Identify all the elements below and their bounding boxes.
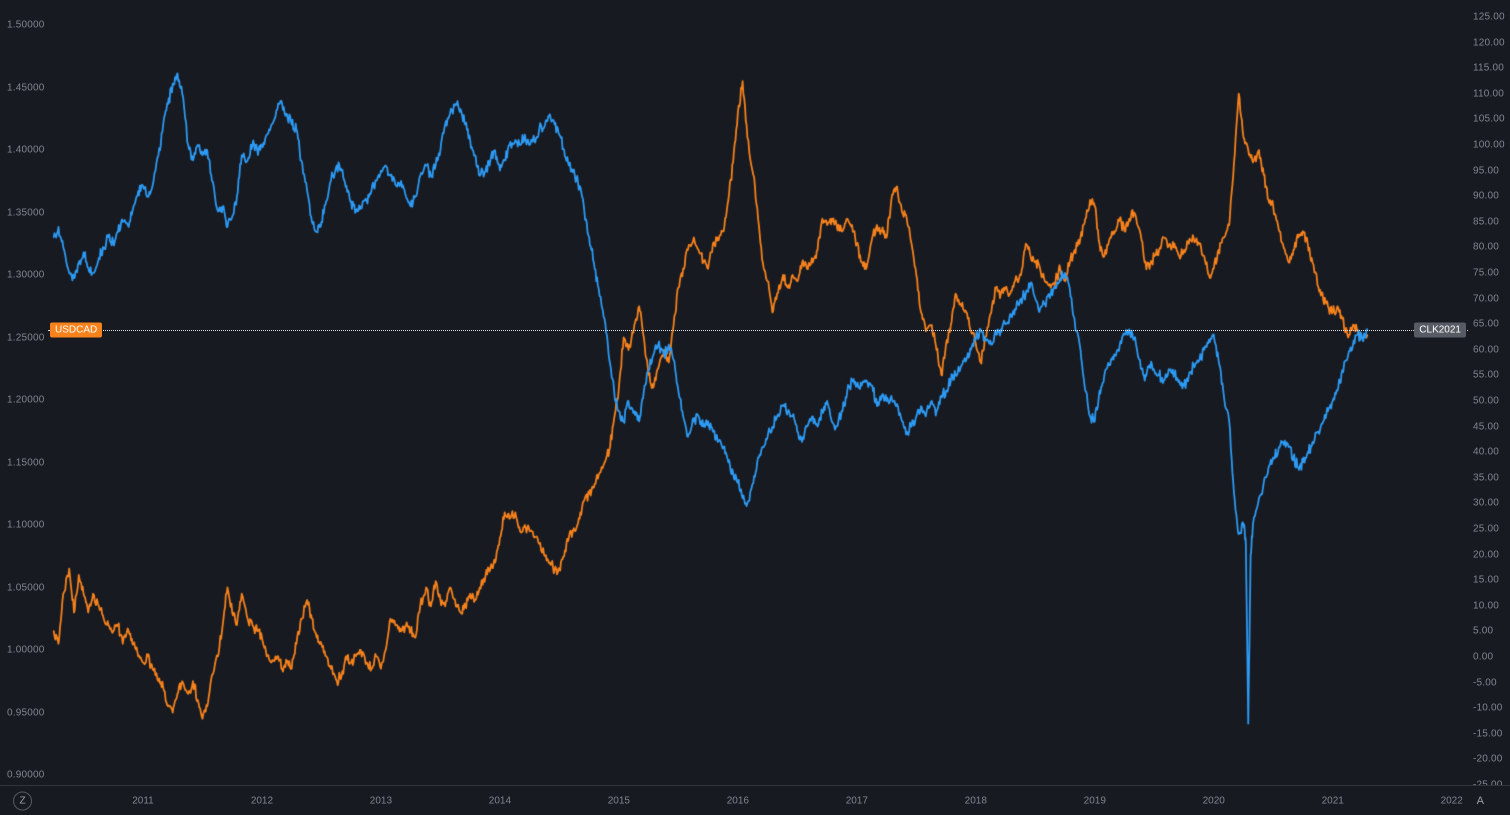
right-axis-tick-label: 75.00 [1473,267,1500,279]
left-axis-tick-label: 1.15000 [7,457,45,468]
right-axis-tick-label: 55.00 [1473,369,1500,381]
left-axis-tick-label: 1.05000 [7,582,45,593]
time-axis[interactable]: Z 2011 2012 2013 2014 2015 2016 2017 2018 2019 20… [0,785,1510,815]
right-axis-tick-label: 15.00 [1473,574,1500,586]
right-axis-tick-label: 70.00 [1473,293,1500,305]
time-axis-year-label: 2021 [1321,795,1344,806]
time-axis-year-label: 2018 [964,795,987,806]
right-axis-tick-label: 35.00 [1473,472,1500,484]
right-axis-tick-label: -20.00 [1473,753,1503,765]
right-axis-tick-label: 105.00 [1473,113,1505,125]
time-axis-year-label: 2014 [488,795,512,806]
right-axis-tick-label: 10.00 [1473,600,1500,612]
right-axis-tick-label: 85.00 [1473,216,1500,228]
right-axis-tick-label: 80.00 [1473,241,1500,253]
auto-scale-button[interactable]: A [1476,794,1484,807]
chart-plot-area[interactable]: 1.50000 1.45000 1.40000 1.35000 1.30000 1.250… [0,0,1510,790]
time-axis-year-label: 2020 [1202,795,1225,806]
right-price-axis[interactable]: 125.00 120.00 115.00 110.00 105.00 100.00 95.0… [1468,0,1510,790]
time-axis-year-label: 2011 [132,795,154,806]
right-axis-tick-label: 110.00 [1473,88,1505,100]
left-axis-tick-label: 1.45000 [7,82,45,93]
right-axis-tick-label: -15.00 [1473,728,1503,740]
right-axis-tick-label: 65.00 [1473,318,1500,330]
time-axis-year-label: 2013 [369,795,393,806]
left-axis-tick-label: 0.90000 [7,769,45,781]
time-axis-year-label: 2012 [250,795,274,806]
right-axis-tick-label: 25.00 [1473,523,1500,535]
right-axis-tick-label: 125.00 [1473,11,1505,23]
left-axis-tick-label: 1.20000 [7,394,45,406]
right-axis-tick-label: -10.00 [1473,702,1503,714]
right-axis-tick-label: 95.00 [1473,165,1500,177]
left-axis-tick-label: 1.00000 [7,644,45,656]
left-axis-tick-label: 1.40000 [7,144,45,156]
time-axis-year-label: 2019 [1083,795,1106,806]
left-axis-tick-label: 1.35000 [7,207,45,218]
right-axis-tick-label: 45.00 [1473,421,1500,433]
left-axis-tick-label: 1.25000 [7,332,45,343]
right-axis-tick-label: 30.00 [1473,497,1500,509]
right-axis-tick-label: 0.00 [1473,651,1494,663]
right-axis-tick-label: 40.00 [1473,446,1500,458]
left-price-axis[interactable]: 1.50000 1.45000 1.40000 1.35000 1.30000 1.250… [0,0,48,786]
right-axis-tick-label: 90.00 [1473,190,1500,202]
right-axis-tick-label: -5.00 [1473,677,1497,689]
right-axis-tick-label: 120.00 [1473,37,1505,49]
symbol-label-usdcad[interactable]: USDCAD [50,322,103,338]
time-axis-year-label: 2017 [845,795,868,806]
time-axis-year-label: 2016 [726,795,749,806]
symbol-label-clk2021[interactable]: CLK2021 [1414,322,1466,338]
price-line [48,330,1468,331]
right-axis-tick-label: 60.00 [1473,344,1500,356]
right-axis-tick-label: 100.00 [1473,139,1505,151]
left-axis-tick-label: 1.30000 [7,269,45,281]
price-chart-canvas[interactable] [0,0,1510,786]
time-axis-year-label: 2015 [607,795,630,806]
right-axis-tick-label: 5.00 [1473,625,1494,637]
right-axis-tick-label: 115.00 [1473,62,1505,74]
left-axis-tick-label: 1.10000 [7,519,45,531]
time-axis-year-label: 2022 [1440,795,1463,806]
right-axis-tick-label: -25.00 [1473,779,1503,790]
timezone-button[interactable]: Z [13,791,32,810]
left-axis-tick-label: 1.50000 [7,19,45,31]
right-axis-tick-label: 20.00 [1473,549,1500,561]
left-axis-tick-label: 0.95000 [7,707,45,718]
right-axis-tick-label: 50.00 [1473,395,1500,407]
